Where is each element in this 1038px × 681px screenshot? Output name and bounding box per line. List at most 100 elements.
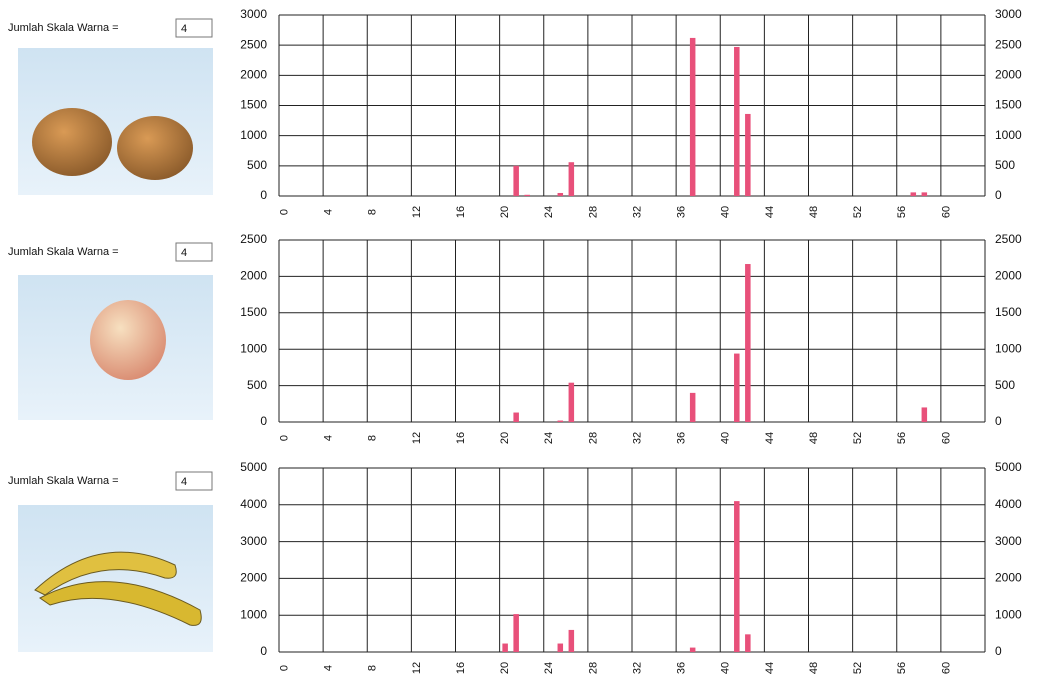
panel-label: Jumlah Skala Warna = [8, 475, 119, 487]
y2-tick-label: 500 [995, 378, 1015, 392]
x-tick-label: 52 [852, 662, 864, 674]
y2-tick-label: 2500 [995, 37, 1022, 51]
bar [690, 38, 696, 196]
y2-tick-label: 1000 [995, 607, 1022, 621]
bar [513, 614, 519, 652]
y2-tick-label: 3000 [995, 534, 1022, 548]
x-tick-label: 44 [764, 432, 776, 444]
y2-tick-label: 3000 [995, 7, 1022, 21]
x-tick-label: 16 [455, 206, 467, 218]
input-value[interactable]: 4 [181, 476, 187, 488]
y-tick-label: 0 [260, 644, 267, 658]
x-tick-label: 20 [499, 206, 511, 218]
bar [734, 47, 740, 196]
y-tick-label: 1000 [240, 607, 267, 621]
x-tick-label: 44 [764, 206, 776, 218]
y-tick-label: 1500 [240, 98, 267, 112]
x-tick-label: 48 [808, 432, 820, 444]
y2-tick-label: 2000 [995, 269, 1022, 283]
x-tick-label: 24 [543, 432, 555, 444]
x-tick-label: 24 [543, 662, 555, 674]
x-tick-label: 16 [455, 662, 467, 674]
y2-tick-label: 4000 [995, 497, 1022, 511]
x-tick-label: 56 [896, 432, 908, 444]
x-tick-label: 12 [411, 432, 423, 444]
bar [558, 421, 564, 422]
y-tick-label: 5000 [240, 460, 267, 474]
y2-tick-label: 0 [995, 644, 1002, 658]
y-tick-label: 1500 [240, 305, 267, 319]
y2-tick-label: 1500 [995, 305, 1022, 319]
x-tick-label: 60 [940, 206, 952, 218]
bar [513, 413, 519, 422]
x-tick-label: 56 [896, 206, 908, 218]
y-tick-label: 0 [260, 414, 267, 428]
x-tick-label: 52 [852, 432, 864, 444]
x-tick-label: 8 [367, 209, 379, 215]
bar [911, 192, 917, 196]
x-tick-label: 40 [720, 662, 732, 674]
x-tick-label: 32 [631, 432, 643, 444]
bar [734, 354, 740, 422]
x-tick-label: 48 [808, 206, 820, 218]
bar [558, 193, 564, 196]
x-tick-label: 28 [587, 206, 599, 218]
bar [569, 162, 575, 196]
y-tick-label: 3000 [240, 534, 267, 548]
y-tick-label: 500 [247, 378, 267, 392]
bar [922, 407, 928, 422]
bar [690, 393, 696, 422]
y-tick-label: 3000 [240, 7, 267, 21]
input-value[interactable]: 4 [181, 247, 187, 259]
bar [745, 264, 751, 422]
y2-tick-label: 0 [995, 188, 1002, 202]
x-tick-label: 8 [367, 435, 379, 441]
photo [18, 48, 213, 195]
bar [524, 195, 530, 196]
photo [18, 505, 213, 652]
input-value[interactable]: 4 [181, 23, 187, 35]
y-tick-label: 2000 [240, 269, 267, 283]
bar [569, 630, 575, 652]
x-tick-label: 20 [499, 662, 511, 674]
y2-tick-label: 2500 [995, 232, 1022, 246]
bar [745, 634, 751, 652]
y2-tick-label: 1500 [995, 98, 1022, 112]
y-tick-label: 2500 [240, 232, 267, 246]
bar [558, 644, 564, 652]
y2-tick-label: 500 [995, 158, 1015, 172]
x-tick-label: 8 [367, 665, 379, 671]
x-tick-label: 56 [896, 662, 908, 674]
y-tick-label: 4000 [240, 497, 267, 511]
x-tick-label: 0 [278, 209, 290, 215]
panel-label: Jumlah Skala Warna = [8, 22, 119, 34]
x-tick-label: 36 [676, 432, 688, 444]
y-tick-label: 2000 [240, 68, 267, 82]
x-tick-label: 40 [720, 206, 732, 218]
bar [569, 383, 575, 422]
photo [18, 275, 213, 420]
x-tick-label: 4 [323, 435, 335, 441]
bar [513, 166, 519, 196]
y2-tick-label: 2000 [995, 68, 1022, 82]
y-tick-label: 2000 [240, 571, 267, 585]
x-tick-label: 4 [323, 209, 335, 215]
x-tick-label: 24 [543, 206, 555, 218]
x-tick-label: 32 [631, 206, 643, 218]
x-tick-label: 52 [852, 206, 864, 218]
x-tick-label: 40 [720, 432, 732, 444]
x-tick-label: 28 [587, 662, 599, 674]
bar [745, 114, 751, 196]
x-tick-label: 28 [587, 432, 599, 444]
bar [922, 192, 928, 196]
x-tick-label: 16 [455, 432, 467, 444]
x-tick-label: 48 [808, 662, 820, 674]
x-tick-label: 60 [940, 432, 952, 444]
x-tick-label: 36 [676, 662, 688, 674]
x-tick-label: 12 [411, 662, 423, 674]
x-tick-label: 32 [631, 662, 643, 674]
x-tick-label: 0 [278, 435, 290, 441]
screen: Jumlah Skala Warna = 4 Jumlah Skala Warna … [0, 0, 1038, 681]
bar [690, 648, 696, 652]
x-tick-label: 0 [278, 665, 290, 671]
